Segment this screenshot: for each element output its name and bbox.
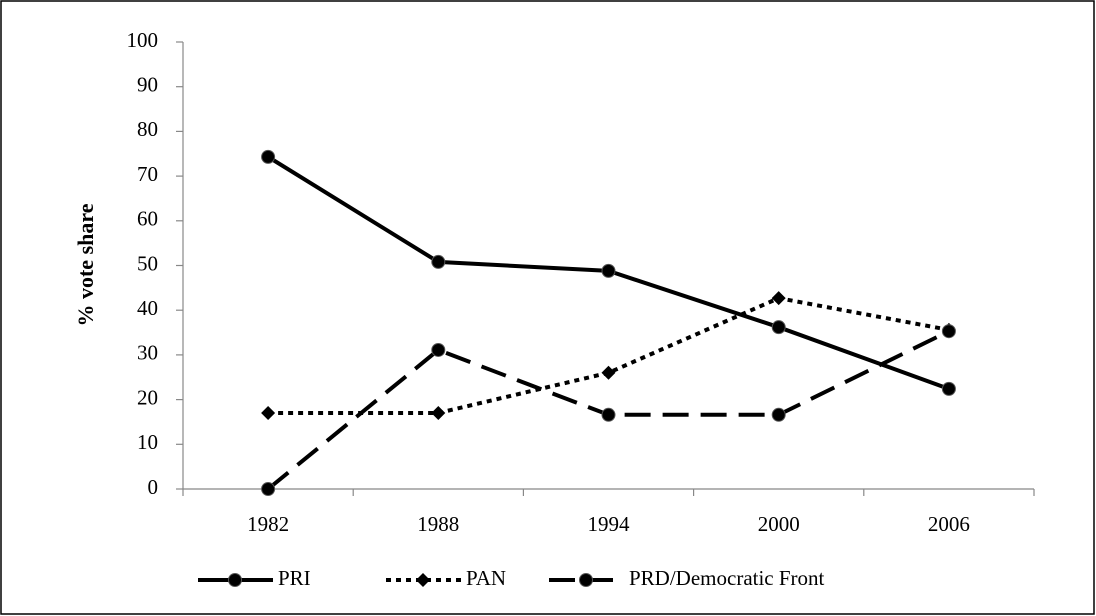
x-tick-label: 1994 [588, 512, 631, 536]
point [431, 342, 446, 357]
point [431, 406, 446, 421]
x-tick-label: 1982 [247, 512, 289, 536]
legend-marker [416, 573, 430, 587]
point [261, 149, 276, 164]
x-tick-label: 2006 [928, 512, 970, 536]
y-tick-label: 0 [148, 475, 159, 499]
y-tick-label: 90 [137, 73, 158, 97]
point [431, 254, 446, 269]
y-axis-title: % vote share [73, 203, 98, 326]
series-line [268, 296, 950, 416]
y-tick-label: 70 [137, 162, 158, 186]
y-tick-label: 10 [137, 430, 158, 454]
point [771, 407, 786, 422]
legend-label: PAN [466, 566, 506, 590]
point [601, 365, 616, 380]
y-tick-label: 30 [137, 341, 158, 365]
y-tick-label: 40 [137, 296, 158, 320]
y-tick-label: 80 [137, 117, 158, 141]
x-tick-label: 1988 [417, 512, 459, 536]
point [941, 381, 956, 396]
legend-label: PRI [278, 566, 311, 590]
y-tick-label: 100 [127, 28, 159, 52]
point [601, 407, 616, 422]
y-tick-label: 20 [137, 385, 158, 409]
point [941, 324, 956, 339]
legend-label: PRD/Democratic Front [629, 566, 825, 590]
point [261, 482, 276, 496]
point [601, 263, 616, 278]
point [261, 406, 276, 421]
point [771, 320, 786, 335]
x-tick-label: 2000 [758, 512, 800, 536]
legend-marker [228, 573, 242, 587]
legend-marker [579, 573, 593, 587]
y-tick-label: 60 [137, 207, 158, 231]
point [771, 291, 786, 306]
y-tick-label: 50 [137, 251, 158, 275]
